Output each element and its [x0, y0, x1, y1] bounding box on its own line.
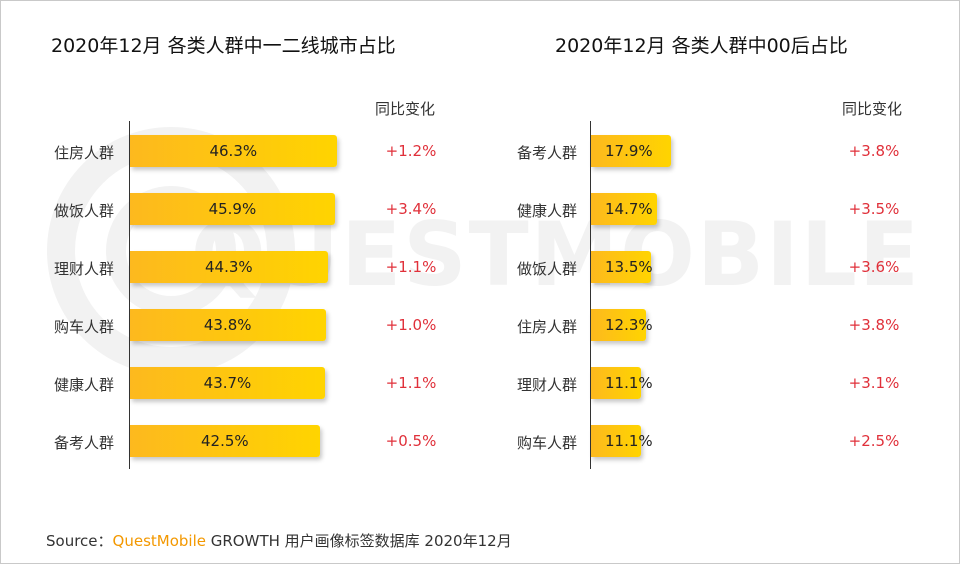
bar-value-label: 44.3%	[205, 258, 253, 276]
bar-value-label: 42.5%	[200, 432, 249, 450]
bar-value-label: 45.9%	[208, 200, 257, 218]
bar-row: 健康人群 14.7% +3.5%	[481, 193, 959, 227]
yoy-value-label: +3.6%	[848, 258, 900, 276]
bar	[591, 193, 657, 225]
yoy-value-label: +3.4%	[385, 200, 437, 218]
yoy-value-label: +3.5%	[848, 200, 900, 218]
category-axis-line	[129, 121, 130, 469]
bar	[591, 425, 641, 457]
bar	[130, 425, 320, 457]
category-label: 健康人群	[53, 376, 114, 394]
category-label: 住房人群	[516, 318, 577, 336]
yoy-value-label: +1.1%	[385, 374, 437, 392]
source-suffix: GROWTH 用户画像标签数据库 2020年12月	[210, 532, 512, 550]
category-label: 住房人群	[53, 144, 114, 162]
chart-title: 2020年12月 各类人群中00后占比	[555, 35, 848, 57]
category-label: 购车人群	[516, 434, 577, 452]
bar	[130, 309, 326, 341]
bar-row: 住房人群 46.3% +1.2%	[1, 135, 481, 169]
bar	[130, 135, 337, 167]
bar-row: 住房人群 12.3% +3.8%	[481, 309, 959, 343]
category-label: 购车人群	[53, 318, 114, 336]
bar	[591, 251, 652, 283]
yoy-value-label: +0.5%	[385, 432, 437, 450]
yoy-value-label: +1.2%	[385, 142, 437, 160]
yoy-value-label: +1.1%	[385, 258, 437, 276]
bar-value-label: 46.3%	[209, 142, 258, 160]
category-label: 理财人群	[53, 260, 114, 278]
bar-value-label: 17.9%	[605, 142, 653, 160]
category-axis-line	[590, 121, 591, 469]
bar-row: 备考人群 17.9% +3.8%	[481, 135, 959, 169]
category-label: 做饭人群	[53, 202, 114, 220]
yoy-value-label: +2.5%	[848, 432, 900, 450]
source-brand: QuestMobile	[112, 532, 206, 550]
bar-value-label: 11.1%	[605, 374, 653, 392]
source-prefix: Source：	[46, 532, 113, 550]
category-label: 健康人群	[516, 202, 577, 220]
yoy-value-label: +3.8%	[848, 142, 900, 160]
bar-row: 健康人群 43.7% +1.1%	[1, 367, 481, 401]
category-label: 备考人群	[53, 434, 114, 452]
bar-row: 做饭人群 13.5% +3.6%	[481, 251, 959, 285]
bar	[130, 251, 329, 283]
bar-row: 理财人群 44.3% +1.1%	[1, 251, 481, 285]
bar-value-label: 14.7%	[605, 200, 653, 218]
category-label: 做饭人群	[516, 260, 577, 278]
bar-row: 做饭人群 45.9% +3.4%	[1, 193, 481, 227]
bar	[130, 193, 336, 225]
bar-value-label: 43.8%	[203, 316, 252, 334]
bar	[591, 135, 671, 167]
bar	[591, 367, 641, 399]
chart-left: 2020年12月 各类人群中一二线城市占比 同比变化 住房人群 46.3% +1.2…	[1, 1, 481, 501]
bar-value-label: 11.1%	[605, 432, 653, 450]
bar-row: 理财人群 11.1% +3.1%	[481, 367, 959, 401]
yoy-header: 同比变化	[842, 100, 903, 118]
bar-value-label: 43.7%	[203, 374, 252, 392]
bar-row: 备考人群 42.5% +0.5%	[1, 425, 481, 459]
bar-value-label: 12.3%	[605, 316, 653, 334]
category-label: 理财人群	[516, 376, 577, 394]
bar	[591, 309, 646, 341]
yoy-value-label: +3.8%	[848, 316, 900, 334]
bar-row: 购车人群 43.8% +1.0%	[1, 309, 481, 343]
bar-row: 购车人群 11.1% +2.5%	[481, 425, 959, 459]
chart-title: 2020年12月 各类人群中一二线城市占比	[51, 35, 396, 57]
bar	[130, 367, 326, 399]
bar-value-label: 13.5%	[605, 258, 653, 276]
yoy-header: 同比变化	[375, 100, 436, 118]
category-label: 备考人群	[516, 144, 577, 162]
yoy-value-label: +1.0%	[385, 316, 437, 334]
chart-right: 2020年12月 各类人群中00后占比 同比变化 备考人群 17.9% +3.8% 健…	[481, 1, 959, 501]
source-note: Source：QuestMobile GROWTH 用户画像标签数据库 2020…	[46, 530, 512, 551]
yoy-value-label: +3.1%	[848, 374, 900, 392]
